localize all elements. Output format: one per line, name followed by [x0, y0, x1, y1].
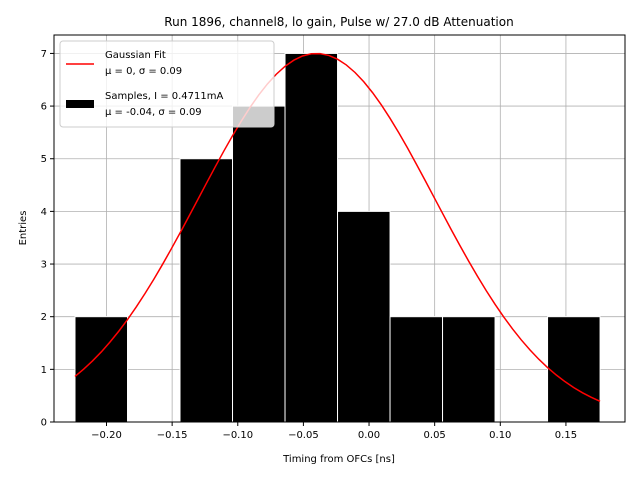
plot-frame [53, 34, 626, 423]
legend-samples-params: μ = -0.04, σ = 0.09 [105, 107, 202, 118]
legend-samples-swatch [66, 100, 94, 108]
y-tick-label: 7 [41, 49, 47, 60]
gaussian-fit-line [74, 52, 601, 402]
histogram-bar [284, 52, 339, 423]
y-tick-label: 4 [41, 207, 47, 218]
legend-box [59, 40, 275, 128]
legend-fit-params: μ = 0, σ = 0.09 [105, 66, 182, 77]
chart-title: Run 1896, channel8, lo gain, Pulse w/ 27… [164, 15, 513, 29]
x-axis-label: Timing from OFCs [ns] [282, 454, 395, 465]
x-axis-ticks: −0.20 −0.15 −0.10 −0.05 0.00 0.05 0.10 0.15 [91, 422, 577, 441]
legend: Gaussian Fit μ = 0, σ = 0.09 Samples, I … [59, 40, 275, 128]
x-tick-label: −0.10 [222, 430, 253, 441]
x-tick-label: −0.05 [288, 430, 319, 441]
histogram-bar [337, 210, 391, 423]
y-axis-label: Entries [18, 211, 29, 246]
y-axis-ticks: 0 1 2 3 4 5 6 7 [41, 49, 54, 429]
y-tick-label: 6 [41, 102, 47, 113]
histogram-bar [389, 316, 444, 423]
y-tick-label: 5 [41, 154, 47, 165]
x-tick-label: 0.15 [555, 430, 577, 441]
histogram-bar [547, 316, 601, 423]
x-tick-label: −0.20 [91, 430, 122, 441]
histogram-bar [232, 105, 286, 423]
histogram-bar [442, 316, 496, 423]
y-tick-label: 1 [41, 365, 47, 376]
y-tick-label: 2 [41, 312, 47, 323]
y-tick-label: 3 [41, 260, 47, 271]
x-tick-label: 0.10 [489, 430, 511, 441]
legend-fit-label: Gaussian Fit [105, 50, 166, 61]
y-tick-label: 0 [41, 418, 47, 429]
histogram-bars [74, 52, 601, 423]
x-tick-label: −0.15 [157, 430, 188, 441]
legend-samples-label: Samples, I = 0.4711mA [105, 91, 223, 102]
histogram-bar [179, 158, 234, 423]
x-tick-label: 0.00 [358, 430, 380, 441]
x-tick-label: 0.05 [424, 430, 446, 441]
